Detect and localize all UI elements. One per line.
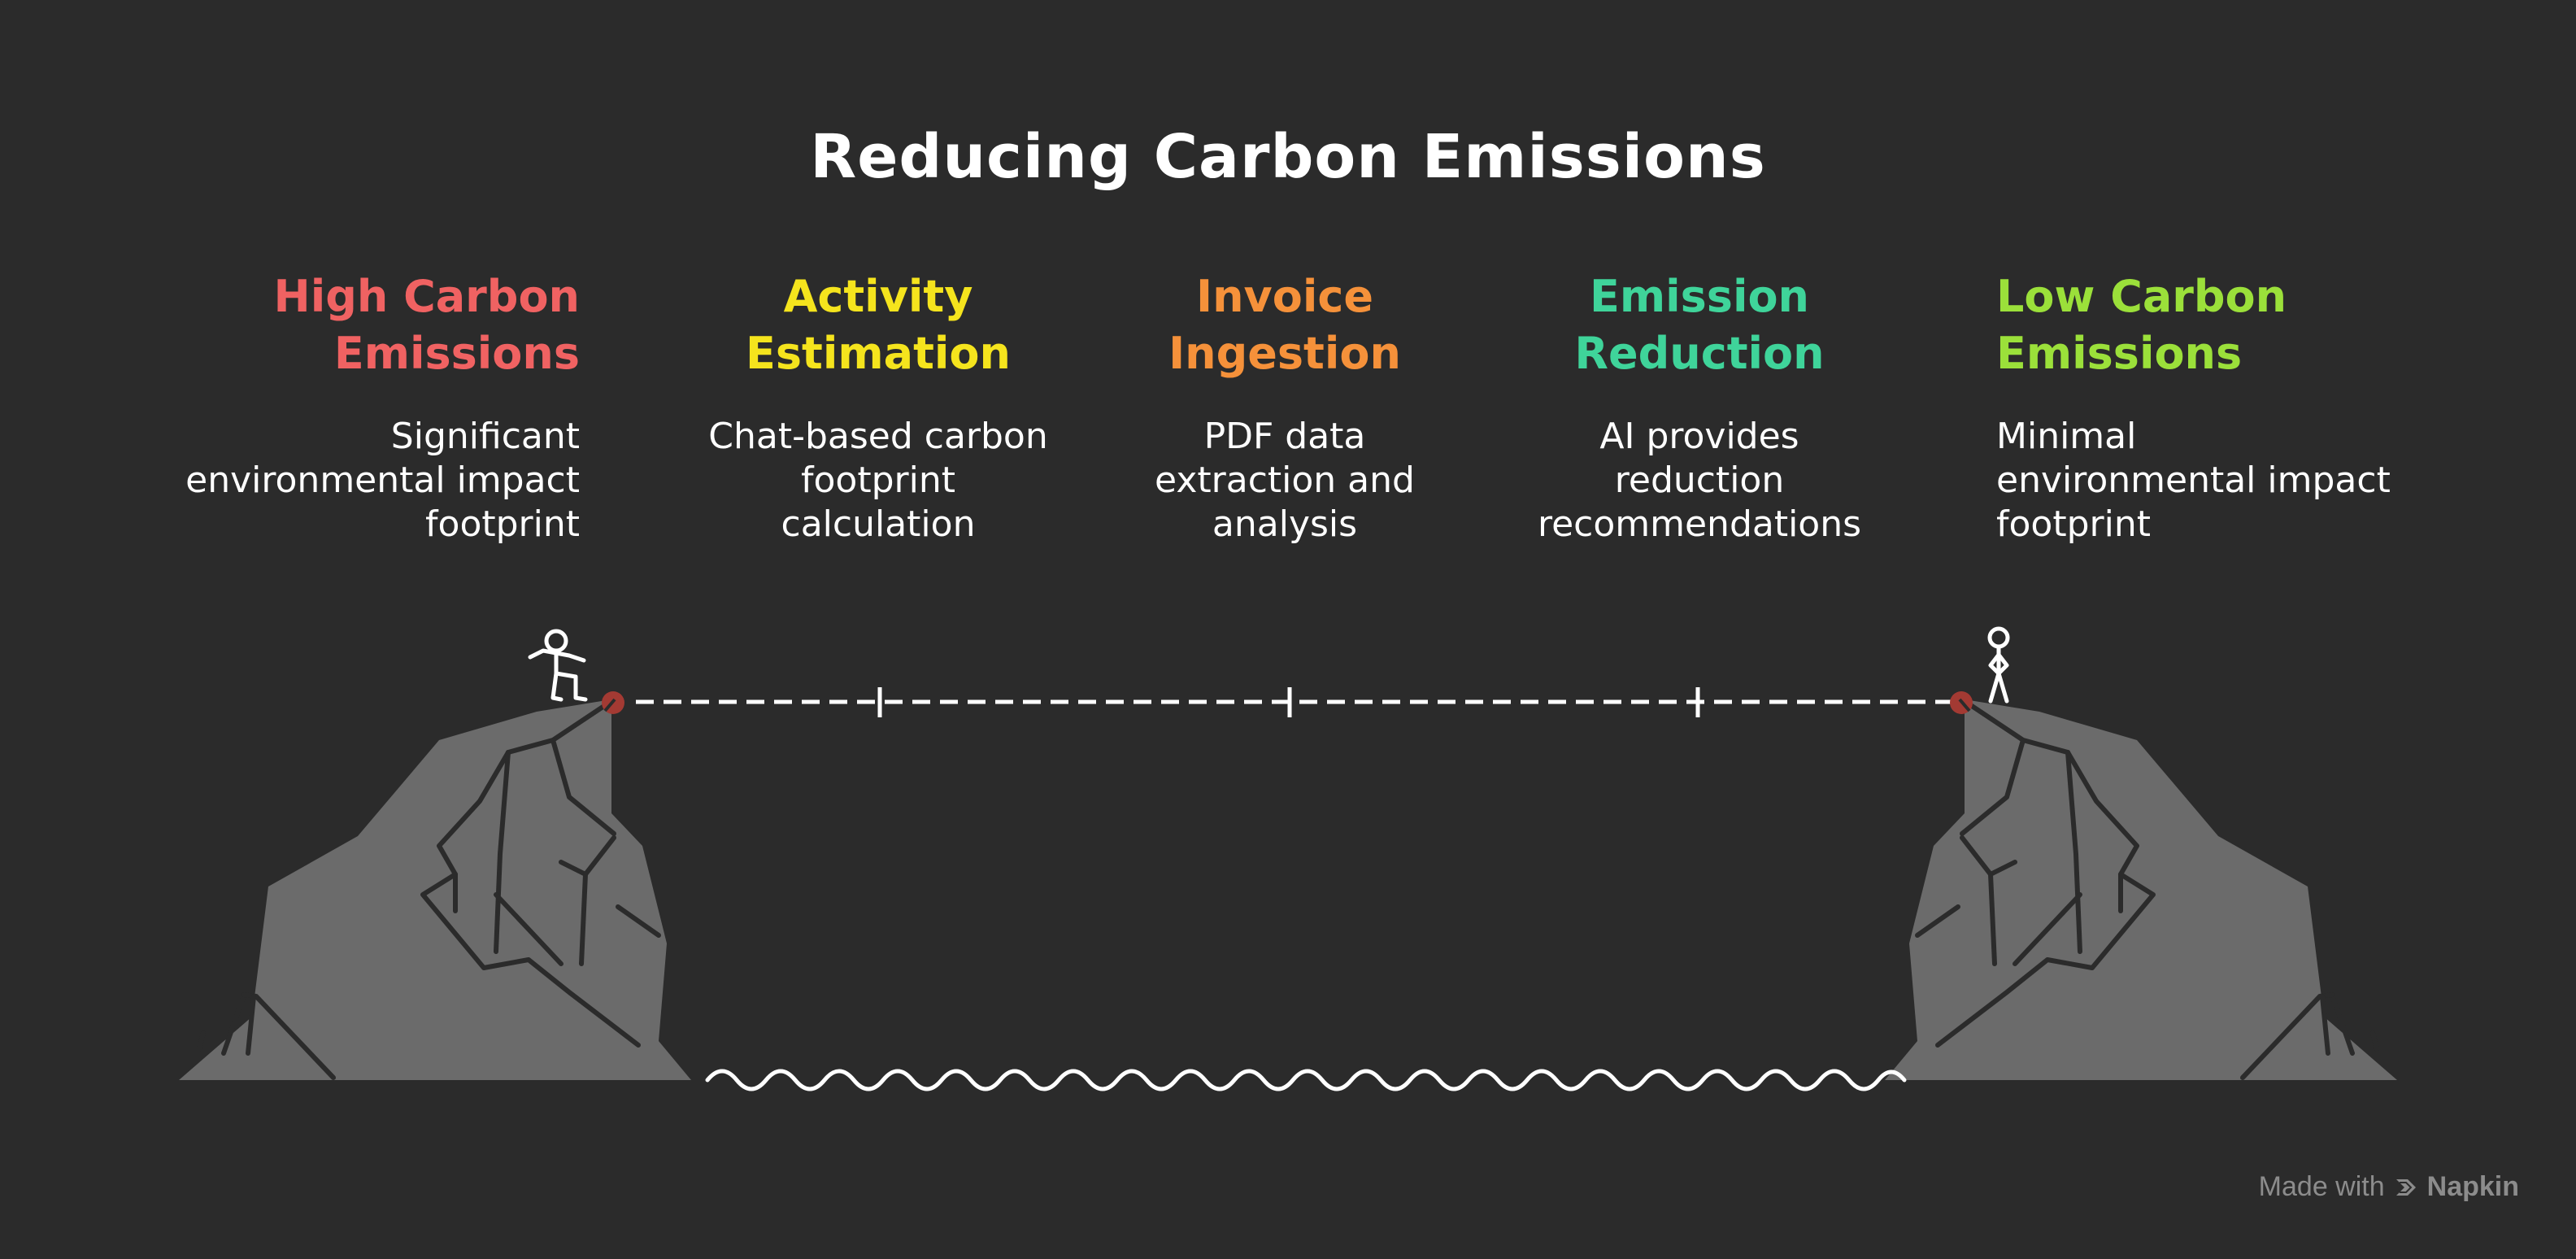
desc-line: environmental impact xyxy=(185,460,580,501)
desc-line: calculation xyxy=(781,503,976,545)
desc-line: footprint xyxy=(801,460,955,501)
stage-title-low-carbon: Low Carbon Emissions xyxy=(1996,268,2452,382)
stage-desc-activity-estimation: Chat-based carbon footprint calculation xyxy=(675,415,1081,547)
stage-title-line: Activity xyxy=(783,271,973,322)
right-figure-stick-figure-icon xyxy=(1987,626,2010,704)
stage-title-line: Reduction xyxy=(1574,328,1825,379)
stage-title-activity-estimation: Activity Estimation xyxy=(675,268,1081,382)
watermark[interactable]: Made with Napkin xyxy=(2259,1171,2519,1203)
desc-line: environmental impact xyxy=(1996,460,2391,501)
stage-title-high-carbon: High Carbon Emissions xyxy=(195,268,581,382)
stage-title-line: Emissions xyxy=(1996,328,2243,379)
stage-title-line: Invoice xyxy=(1196,271,1373,322)
stage-title-line: High Carbon xyxy=(273,271,581,322)
desc-line: Minimal xyxy=(1996,416,2137,457)
stage-title-emission-reduction: Emission Reduction xyxy=(1472,268,1927,382)
stage-title-line: Emissions xyxy=(333,328,580,379)
stage-desc-low-carbon: Minimal environmental impact footprint xyxy=(1996,415,2452,547)
stage-desc-invoice-ingestion: PDF data extraction and analysis xyxy=(1081,415,1488,547)
left-cliff-icon xyxy=(179,699,691,1080)
desc-line: footprint xyxy=(1996,503,2151,545)
desc-line: recommendations xyxy=(1537,503,1862,545)
stage-title-line: Emission xyxy=(1590,271,1809,322)
anchor-stake xyxy=(603,698,616,712)
anchor-stake xyxy=(1958,698,1971,712)
desc-line: PDF data xyxy=(1203,416,1366,457)
stage-title-line: Estimation xyxy=(746,328,1011,379)
napkin-logo-icon xyxy=(2395,1178,2416,1196)
diagram-title: Reducing Carbon Emissions xyxy=(810,122,1766,192)
desc-line: extraction and xyxy=(1155,460,1415,501)
left-figure-stick-figure-icon xyxy=(528,629,588,702)
desc-line: analysis xyxy=(1212,503,1358,545)
desc-line: reduction xyxy=(1614,460,1785,501)
water-wave-icon xyxy=(705,1069,1907,1091)
watermark-prefix: Made with xyxy=(2258,1171,2385,1202)
right-cliff-icon xyxy=(1885,699,2397,1080)
desc-line: footprint xyxy=(425,503,580,545)
desc-line: Significant xyxy=(390,416,580,457)
stage-title-line: Low Carbon xyxy=(1996,271,2287,322)
stage-title-line: Ingestion xyxy=(1168,328,1401,379)
desc-line: Chat-based carbon xyxy=(708,416,1048,457)
watermark-brand: Napkin xyxy=(2426,1171,2519,1202)
stage-desc-high-carbon: Significant environmental impact footpri… xyxy=(163,415,580,547)
stage-title-invoice-ingestion: Invoice Ingestion xyxy=(1081,268,1488,382)
desc-line: AI provides xyxy=(1599,416,1799,457)
stage-desc-emission-reduction: AI provides reduction recommendations xyxy=(1472,415,1927,547)
